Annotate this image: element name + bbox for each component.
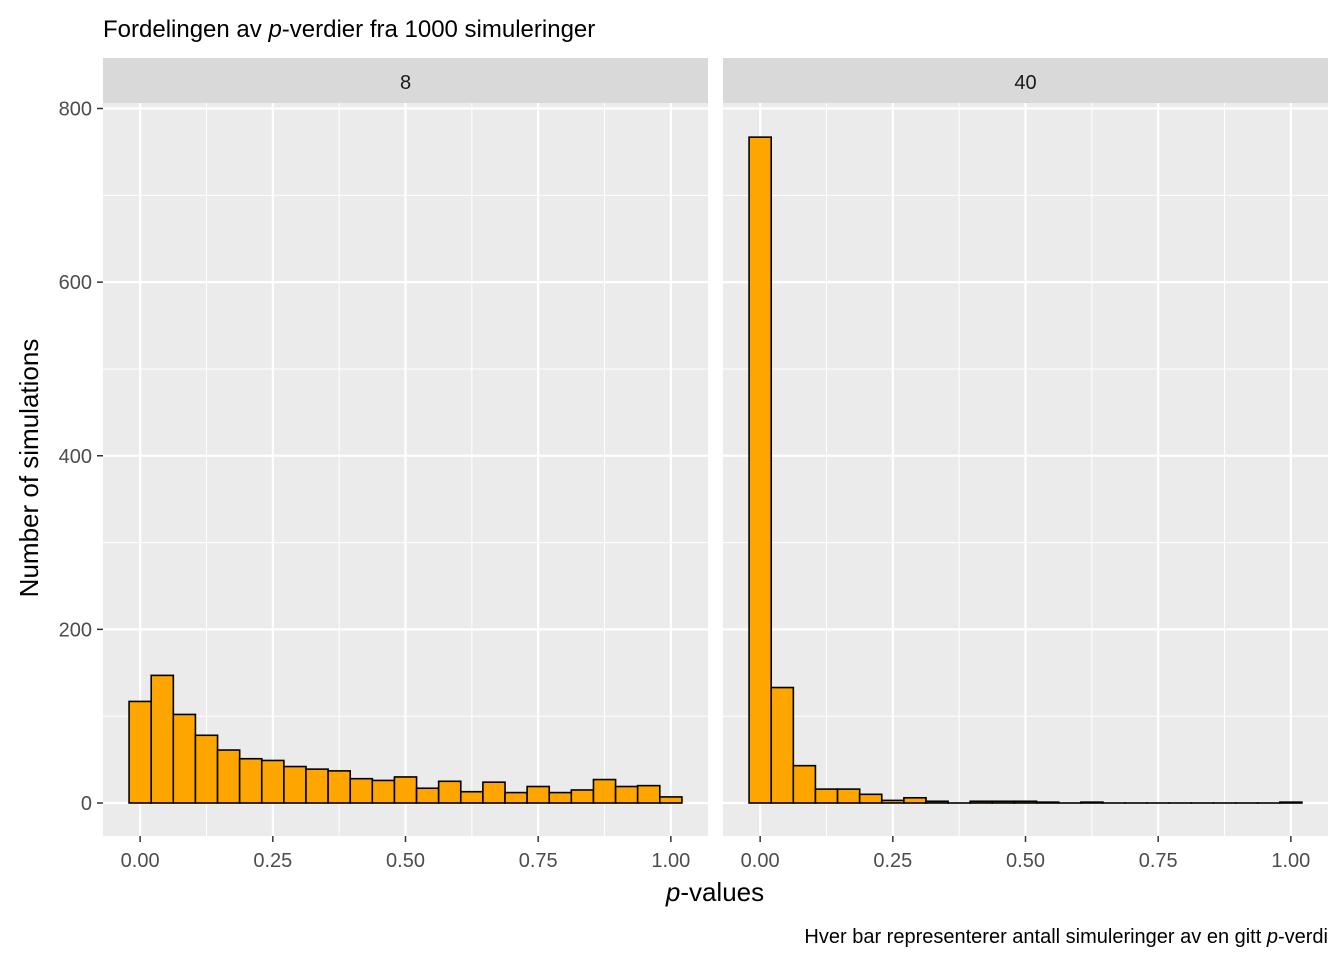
histogram-bar: [1035, 801, 1060, 804]
histogram-bar: [172, 713, 197, 804]
facet-panel-40: 40 0.00 0.25 0.50 0.75 1.00: [723, 58, 1328, 872]
histogram-bar: [836, 788, 861, 804]
histogram-bar: [548, 791, 573, 804]
histogram-bar: [216, 749, 241, 804]
histogram-bar: [925, 800, 949, 804]
x-tick-label: 0.25: [873, 850, 912, 872]
histogram-bar: [260, 759, 285, 804]
histogram-bar: [1013, 800, 1038, 804]
facet-strip-label: 8: [400, 72, 411, 94]
x-tick-label: 0.75: [519, 850, 558, 872]
x-tick-label: 0.75: [1139, 850, 1178, 872]
x-tick-label: 1.00: [651, 850, 690, 872]
y-tick-label: 0: [81, 793, 92, 815]
histogram-bar: [283, 765, 307, 804]
histogram-bar: [636, 784, 661, 804]
histogram-bar: [658, 796, 683, 804]
x-tick-label: 0.25: [253, 850, 292, 872]
chart-title: Fordelingen av p-verdier fra 1000 simule…: [103, 16, 595, 43]
histogram-bar: [437, 780, 462, 804]
histogram-bar: [327, 770, 352, 804]
chart-caption: Hver bar representerer antall simulering…: [804, 926, 1328, 948]
histogram-bar: [614, 785, 639, 804]
histogram-bar: [128, 700, 153, 804]
facet-panels: 8 0.00 0.25 0.50 0.75 1.00 0 200 400 600 800 40 0.00…: [59, 58, 1328, 872]
histogram-bar: [880, 799, 905, 804]
histogram-bar: [349, 777, 374, 804]
y-tick-label: 600: [59, 272, 92, 294]
histogram-bar: [570, 789, 595, 804]
histogram-bar: [371, 779, 396, 804]
histogram-bar: [814, 788, 839, 804]
histogram-bar: [504, 791, 528, 804]
x-tick-label: 0.00: [121, 850, 160, 872]
histogram-bar: [858, 793, 883, 804]
histogram-bar: [415, 787, 440, 804]
histogram-bar: [969, 800, 994, 804]
x-tick-label: 1.00: [1271, 850, 1310, 872]
y-axis-title: Number of simulations: [14, 339, 44, 598]
y-tick-label: 400: [59, 446, 92, 468]
y-tick-label: 800: [59, 99, 92, 121]
histogram-bar: [482, 781, 506, 804]
histogram-bar: [150, 674, 175, 804]
histogram-bar: [770, 686, 795, 804]
x-axis-title: p-values: [665, 877, 764, 907]
histogram-bar: [1278, 801, 1303, 804]
histogram-bar: [748, 136, 773, 804]
histogram-bar: [903, 796, 927, 804]
facet-strip: [723, 58, 1328, 103]
histogram-bar: [792, 764, 817, 804]
x-tick-label: 0.50: [1006, 850, 1045, 872]
histogram-bar: [592, 778, 617, 804]
histogram-bar: [459, 790, 484, 804]
histogram-bar: [194, 734, 219, 804]
y-tick-label: 200: [59, 619, 92, 641]
x-tick-label: 0.50: [386, 850, 425, 872]
facet-panel-8: 8 0.00 0.25 0.50 0.75 1.00 0 200 400 600 800: [59, 58, 708, 872]
facet-strip: [103, 58, 708, 103]
histogram-bar: [238, 757, 263, 804]
x-tick-label: 0.00: [741, 850, 780, 872]
histogram-bar: [305, 768, 329, 804]
histogram-bar: [393, 776, 418, 804]
facet-strip-label: 40: [1014, 72, 1036, 94]
histogram-bar: [1079, 801, 1104, 804]
histogram-bar: [991, 800, 1016, 804]
histogram-bar: [526, 785, 551, 804]
